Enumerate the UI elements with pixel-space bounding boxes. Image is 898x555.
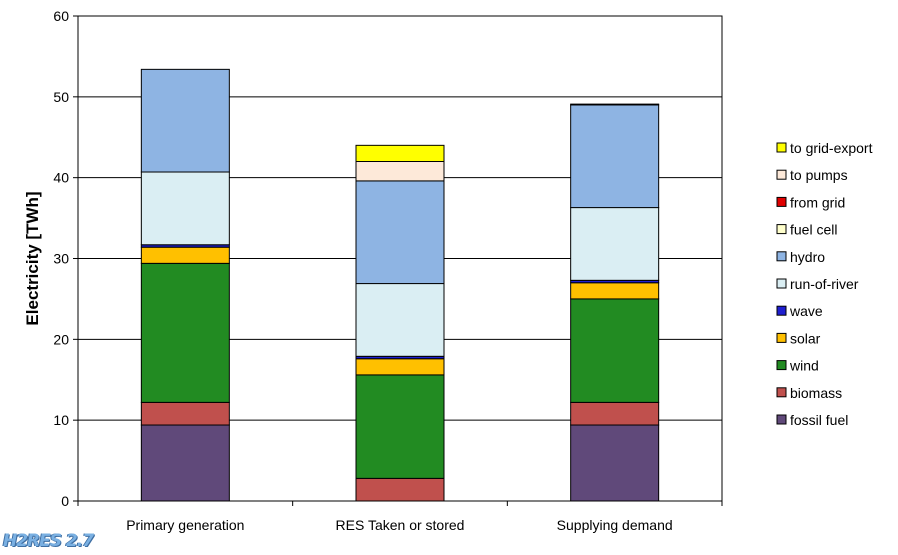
legend-label: to grid-export [790, 140, 873, 156]
legend-swatch [776, 414, 787, 425]
legend-label: wave [789, 303, 823, 319]
bar-segment [140, 171, 230, 246]
bar-segment [570, 104, 660, 209]
bar-segment [570, 103, 660, 106]
legend-label: from grid [790, 194, 845, 210]
bar-segment [140, 424, 230, 502]
legend-label: fuel cell [790, 222, 837, 238]
y-axis-title: Electricity [TWh] [23, 191, 42, 325]
legend-swatch [776, 169, 787, 180]
h2res-logo: H2RES 2.7 [3, 531, 94, 551]
y-tick-label: 40 [53, 170, 69, 186]
bar-segment [570, 424, 660, 502]
bar-segment [355, 144, 445, 162]
legend-label: wind [789, 358, 819, 374]
y-tick-label: 60 [53, 8, 69, 24]
legend-label: fossil fuel [790, 412, 848, 428]
bar-segment [570, 401, 660, 426]
bar-segment [570, 298, 660, 403]
legend-swatch [776, 196, 787, 207]
y-tick-label: 50 [53, 89, 69, 105]
y-tick-label: 20 [53, 331, 69, 347]
bar-segment [355, 180, 445, 285]
legend-swatch [776, 142, 787, 153]
bar-segment [140, 68, 230, 173]
x-tick-label: Primary generation [126, 517, 244, 533]
legend-swatch [776, 360, 787, 371]
bar-segment [355, 477, 445, 502]
legend-label: biomass [790, 385, 842, 401]
legend-label: solar [790, 330, 821, 346]
legend-swatch [776, 332, 787, 343]
legend-swatch [776, 387, 787, 398]
legend-label: run-of-river [790, 276, 859, 292]
y-tick-label: 30 [53, 251, 69, 267]
bar-segment [355, 374, 445, 479]
legend-swatch [776, 305, 787, 316]
bar-segment [355, 358, 445, 376]
legend-swatch [776, 251, 787, 262]
legend-swatch [776, 278, 787, 289]
y-tick-label: 0 [61, 493, 69, 509]
bar-segment [570, 282, 660, 300]
y-tick-label: 10 [53, 412, 69, 428]
legend-label: hydro [790, 249, 825, 265]
bar-segment [355, 161, 445, 182]
bar-segment [140, 262, 230, 403]
legend-swatch [776, 224, 787, 235]
bar-segment [570, 207, 660, 281]
legend-label: to pumps [790, 167, 848, 183]
x-tick-label: RES Taken or stored [336, 517, 465, 533]
x-tick-label: Supplying demand [557, 517, 673, 533]
bar-segment [140, 401, 230, 426]
bar-segment [140, 246, 230, 264]
bar-segment [355, 283, 445, 357]
